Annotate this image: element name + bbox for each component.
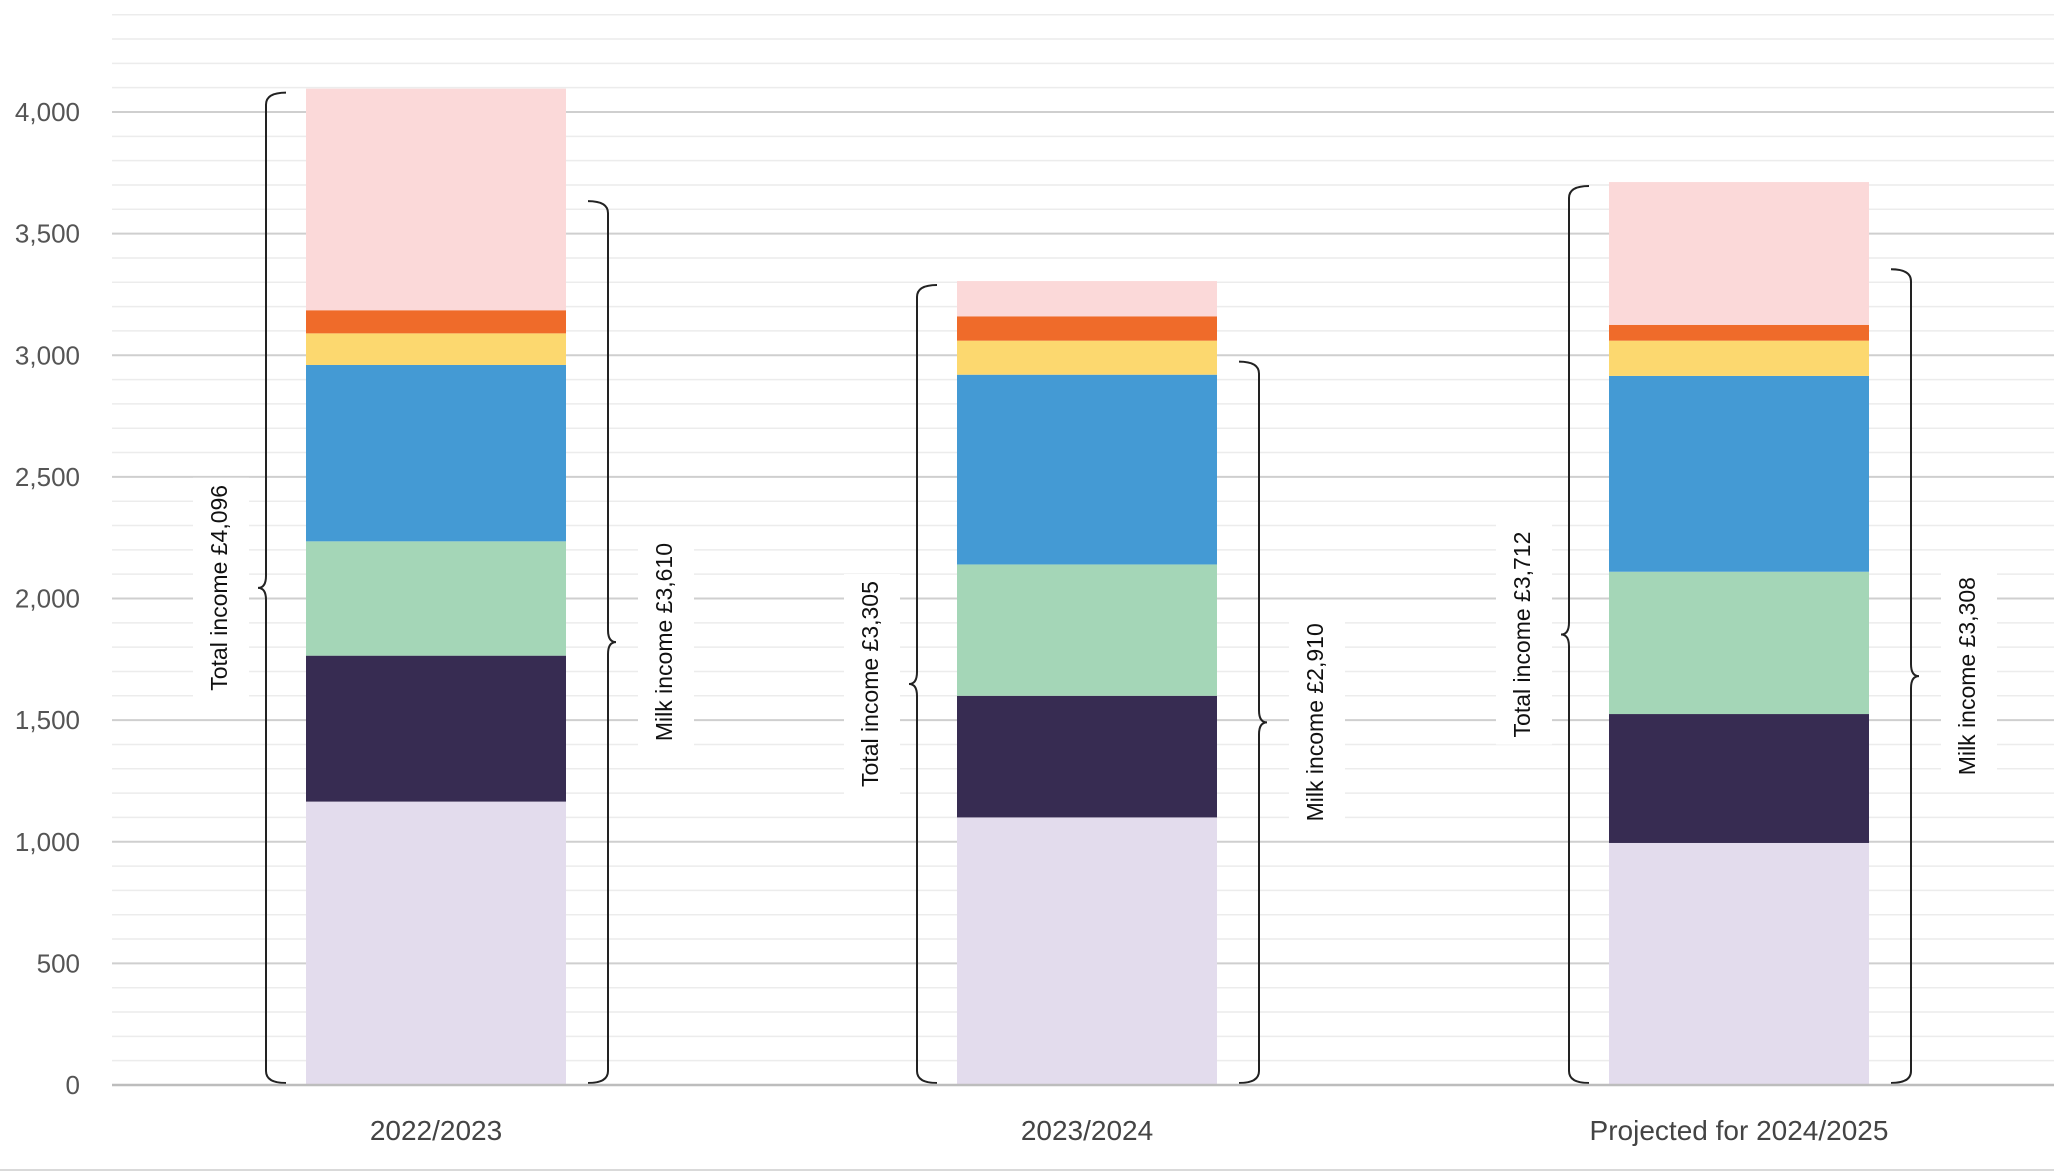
bar-segment [957,340,1217,375]
bar-segment [957,817,1217,1085]
milk-income-label: Milk income £3,308 [1954,577,1980,775]
brace-label-background [844,574,900,795]
y-tick-label: 1,500 [15,705,80,735]
y-tick-label: 2,500 [15,462,80,492]
y-tick-label: 500 [37,948,80,978]
braces: Total income £4,096 Milk income £3,610 Tot… [193,91,1997,1084]
bar-segment [306,310,566,334]
bar-segment [306,655,566,802]
bar-segment [306,88,566,311]
brace-label-background [638,532,694,753]
y-tick-label: 3,500 [15,219,80,249]
bar-segment [1609,340,1869,376]
brace-label-background [1941,566,1997,787]
y-tick-label: 0 [66,1070,80,1100]
category-label: 2022/2023 [370,1115,502,1146]
bar-segment [1609,571,1869,715]
milk-income-label: Milk income £2,910 [1302,623,1328,821]
bar-segment [1609,842,1869,1085]
category-label: 2023/2024 [1021,1115,1153,1146]
milk-income-brace [1238,360,1268,1084]
bar-segment [1609,375,1869,572]
total-income-label: Total income £3,712 [1509,532,1535,738]
category-label: Projected for 2024/2025 [1590,1115,1889,1146]
brace-label-background [1289,612,1345,833]
bar-segment [957,695,1217,818]
total-income-brace [257,91,287,1084]
bar-segment [957,374,1217,565]
bar-segment [1609,714,1869,843]
y-tick-label: 2,000 [15,584,80,614]
milk-income-brace [587,200,617,1084]
y-tick-label: 3,000 [15,340,80,370]
bar-segment [1609,182,1869,325]
bar-segment [957,281,1217,317]
y-tick-label: 1,000 [15,827,80,857]
bar-segment [306,364,566,542]
total-income-brace [1560,185,1590,1084]
y-tick-label: 4,000 [15,97,80,127]
brace-label-background [193,477,249,698]
bar-segment [306,541,566,656]
bar-segment [957,564,1217,696]
bar-segment [306,333,566,365]
brace-label-background [1496,524,1552,745]
bar-segment [957,316,1217,341]
milk-income-brace [1890,268,1920,1084]
milk-income-label: Milk income £3,610 [651,543,677,741]
total-income-brace [908,284,938,1084]
total-income-label: Total income £4,096 [206,485,232,691]
bar-segment [1609,324,1869,341]
bar-segment [306,801,566,1085]
total-income-label: Total income £3,305 [857,581,883,787]
bars [306,88,1869,1085]
axes: 0 500 1,000 1,500 2,000 2,500 3,000 3,500 4,000 2… [0,97,2054,1171]
